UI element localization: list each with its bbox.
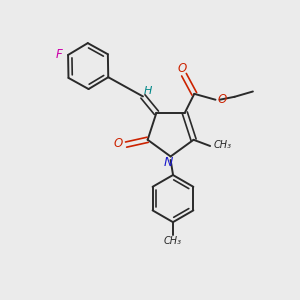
- Text: O: O: [217, 93, 226, 106]
- Text: F: F: [55, 48, 62, 61]
- Text: CH₃: CH₃: [214, 140, 232, 149]
- Text: O: O: [113, 136, 122, 150]
- Text: H: H: [144, 85, 152, 95]
- Text: N: N: [164, 157, 173, 169]
- Text: O: O: [178, 62, 187, 75]
- Text: CH₃: CH₃: [164, 236, 182, 246]
